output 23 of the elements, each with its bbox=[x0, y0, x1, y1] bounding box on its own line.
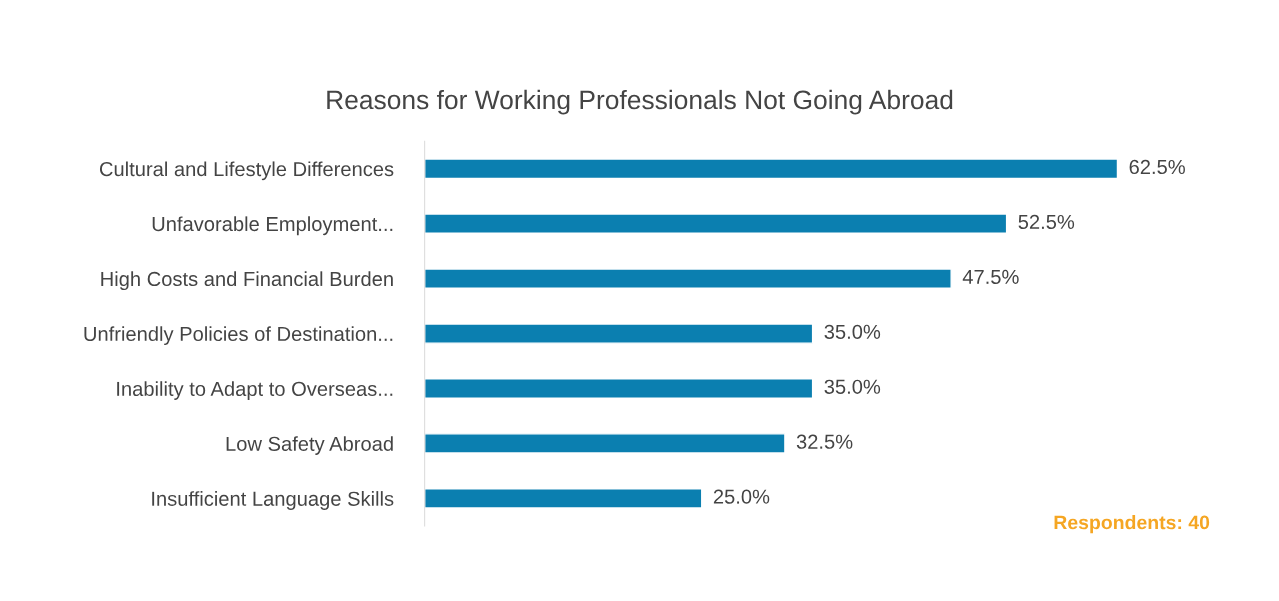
annotation: Respondents: 40 bbox=[1054, 515, 1210, 534]
bar bbox=[424, 378, 814, 399]
data-label: 62.5% bbox=[1129, 159, 1185, 175]
y-tick-label: Unfavorable Employment... bbox=[152, 216, 393, 236]
bar bbox=[424, 433, 786, 454]
y-tick-label: High Costs and Financial Burden bbox=[101, 271, 393, 291]
y-tick-label: Insufficient Language Skills bbox=[152, 491, 394, 510]
bar bbox=[424, 213, 1008, 234]
data-label: 47.5% bbox=[962, 269, 1019, 285]
y-tick-label: Unfriendly Policies of Destination... bbox=[84, 326, 393, 346]
y-tick-label: Low Safety Abroad bbox=[226, 436, 393, 455]
data-label: 35.0% bbox=[824, 324, 881, 339]
data-label: 32.5% bbox=[796, 434, 853, 449]
data-label: 25.0% bbox=[713, 489, 770, 504]
bar bbox=[424, 158, 1119, 180]
chart-title: Reasons for Working Professionals Not Going Abroad bbox=[327, 89, 953, 115]
data-label: 35.0% bbox=[824, 379, 881, 394]
bar bbox=[424, 268, 952, 289]
data-label: 52.5% bbox=[1018, 214, 1075, 230]
bar bbox=[424, 323, 814, 344]
bar bbox=[424, 488, 703, 509]
y-tick-label: Inability to Adapt to Overseas... bbox=[117, 381, 393, 400]
y-tick-label: Cultural and Lifestyle Differences bbox=[99, 161, 394, 181]
